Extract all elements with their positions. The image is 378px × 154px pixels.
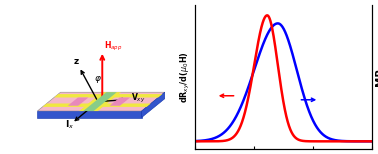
Text: z: z <box>74 57 79 66</box>
Polygon shape <box>110 97 130 106</box>
Y-axis label: MR: MR <box>375 68 378 86</box>
Text: H$_{app}$: H$_{app}$ <box>104 39 122 53</box>
Text: I$_x$: I$_x$ <box>65 119 74 131</box>
Polygon shape <box>42 103 151 107</box>
Polygon shape <box>142 92 165 118</box>
Polygon shape <box>37 92 165 111</box>
Polygon shape <box>37 111 142 118</box>
Polygon shape <box>83 92 117 111</box>
Text: V$_{xy}$: V$_{xy}$ <box>131 92 146 105</box>
Polygon shape <box>68 97 88 106</box>
Polygon shape <box>54 94 163 97</box>
Polygon shape <box>79 92 121 111</box>
Y-axis label: dR$_{xy}$/d($\mu_0$H): dR$_{xy}$/d($\mu_0$H) <box>179 51 192 103</box>
Text: $\varphi$: $\varphi$ <box>94 74 102 85</box>
